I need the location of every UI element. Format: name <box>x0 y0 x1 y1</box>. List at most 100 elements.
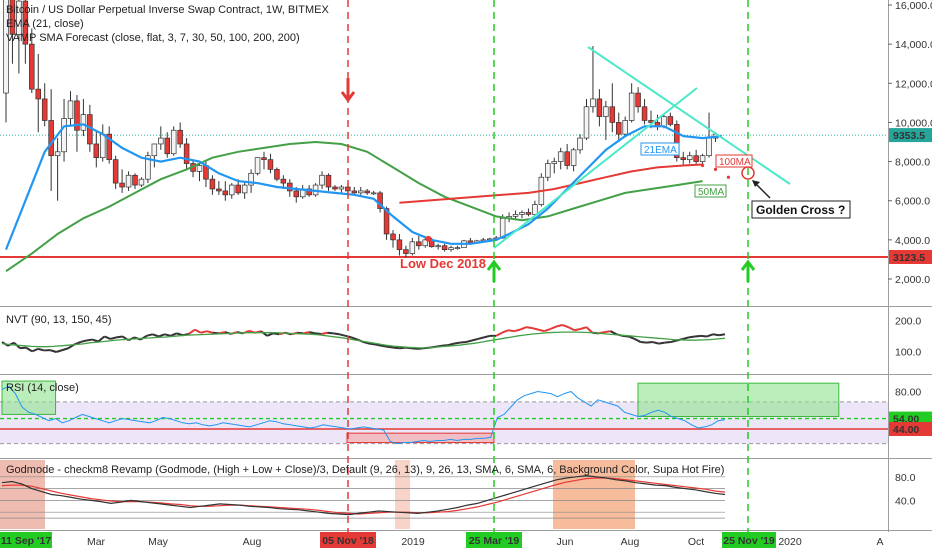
golden-cross-text: Golden Cross ? <box>756 203 845 217</box>
candle-body <box>22 0 29 45</box>
nvt-line-segment <box>688 335 696 339</box>
candle-body <box>274 169 280 180</box>
ma100-tag: 100MA <box>715 154 753 168</box>
nvt-line-segment <box>441 344 448 347</box>
nvt-line-segment <box>387 345 394 349</box>
ma50-tag-text: 50MA <box>698 187 724 198</box>
nvt-line-segment <box>567 326 575 332</box>
nvt-line-segment <box>670 339 678 344</box>
nvt-line-segment <box>712 333 720 337</box>
candle-body <box>351 190 358 194</box>
nvt-line-segment <box>393 346 400 350</box>
candle-body <box>306 188 312 196</box>
chart-frame <box>0 0 932 532</box>
candle-body <box>358 190 364 194</box>
ema21-tag: 21EMA <box>640 142 680 156</box>
nvt-line-segment <box>86 338 93 342</box>
time-badge-bg <box>722 532 776 548</box>
ema21-tag-text: 21EMA <box>644 145 677 156</box>
candle-body <box>512 214 519 217</box>
nvt-line-segment <box>640 341 647 344</box>
candle-body <box>54 151 61 157</box>
nvt-line-segment <box>664 341 671 344</box>
rsi-badge-44-bg <box>889 422 932 436</box>
nvt-line-segment <box>399 346 406 350</box>
nvt-line-segment <box>164 333 171 337</box>
nvt-line-segment <box>513 328 521 333</box>
nvt-line-segment <box>188 328 196 335</box>
price-tick-label: 10,000.0 <box>895 117 932 129</box>
golden-cross-callout: Golden Cross ? <box>741 166 851 219</box>
candle-body <box>267 159 274 170</box>
candle-body <box>48 120 54 157</box>
indicator-vamp-label: VAMP SMA Forecast (close, flat, 3, 7, 30… <box>6 32 300 44</box>
candle-body <box>3 0 9 94</box>
sma50-line <box>5 140 703 273</box>
candle-body <box>138 178 145 186</box>
nvt-line-segment <box>718 333 726 337</box>
nvt-label: NVT (90, 13, 150, 45) <box>6 314 112 326</box>
marker-dot <box>425 235 432 242</box>
candle-body <box>61 118 67 153</box>
nvt-line-segment <box>471 337 479 342</box>
low-price-badge: 3123.5 <box>893 252 925 264</box>
indicator-ema-label: EMA (21, close) <box>6 18 84 30</box>
candle-body <box>151 143 158 157</box>
down-arrow <box>340 78 356 103</box>
price-pane[interactable] <box>3 0 791 273</box>
candle-body <box>177 129 183 145</box>
nvt-line-segment <box>260 330 268 337</box>
nvt-line-segment <box>315 332 322 335</box>
candle-body <box>80 114 87 131</box>
nvt-line-segment <box>49 349 57 353</box>
nvt-line-segment <box>381 344 388 348</box>
candle-body <box>667 116 674 125</box>
time-tick-label: Mar <box>87 536 106 548</box>
candle-body <box>106 133 112 160</box>
price-tick-label: 14,000.0 <box>895 39 932 51</box>
nvt-line-segment <box>483 334 491 339</box>
time-tick-label: Aug <box>621 536 640 548</box>
nvt-line-segment <box>447 342 455 347</box>
trendline-support <box>493 87 698 249</box>
golden-cross-arrowhead <box>752 180 760 187</box>
trendlines <box>493 46 791 249</box>
nvt-line-segment <box>694 334 702 338</box>
candle-body <box>396 239 403 250</box>
candle-body <box>35 88 41 100</box>
candle-body <box>67 100 74 119</box>
candle-body <box>622 120 628 135</box>
nvt-line-segment <box>574 328 581 332</box>
candle-body <box>293 190 300 198</box>
candle-body <box>661 116 667 127</box>
nvt-line-segment <box>194 328 202 334</box>
nvt-line-segment <box>351 336 358 341</box>
candle-body <box>345 186 351 192</box>
candle-body <box>119 182 125 188</box>
candle-body <box>377 192 383 209</box>
nvt-line-segment <box>146 333 153 337</box>
candle-body <box>403 249 409 254</box>
nvt-line-segment <box>537 328 545 333</box>
nvt-line-segment <box>634 338 642 343</box>
candle-body <box>532 204 538 215</box>
candle-body <box>570 149 577 166</box>
candle-body <box>383 208 390 235</box>
current-price-badge-bg <box>889 128 932 143</box>
godmode-tick-80: 80.0 <box>895 472 916 484</box>
candle-body <box>319 174 325 186</box>
nvt-line-segment <box>327 331 334 335</box>
time-tick-label: May <box>148 536 169 548</box>
nvt-line-segment <box>375 343 382 347</box>
candle-body <box>674 124 680 159</box>
nvt-line-segment <box>80 339 87 344</box>
godmode-pane[interactable]: 80.0 40.0 <box>0 460 916 529</box>
nvt-line-segment <box>556 324 563 328</box>
nvt-pane[interactable]: 200.0 100.0 <box>1 315 921 358</box>
candle-body <box>9 0 16 35</box>
golden-cross-circle <box>741 166 755 180</box>
nvt-line-segment <box>501 329 509 334</box>
candle-body <box>280 178 287 184</box>
